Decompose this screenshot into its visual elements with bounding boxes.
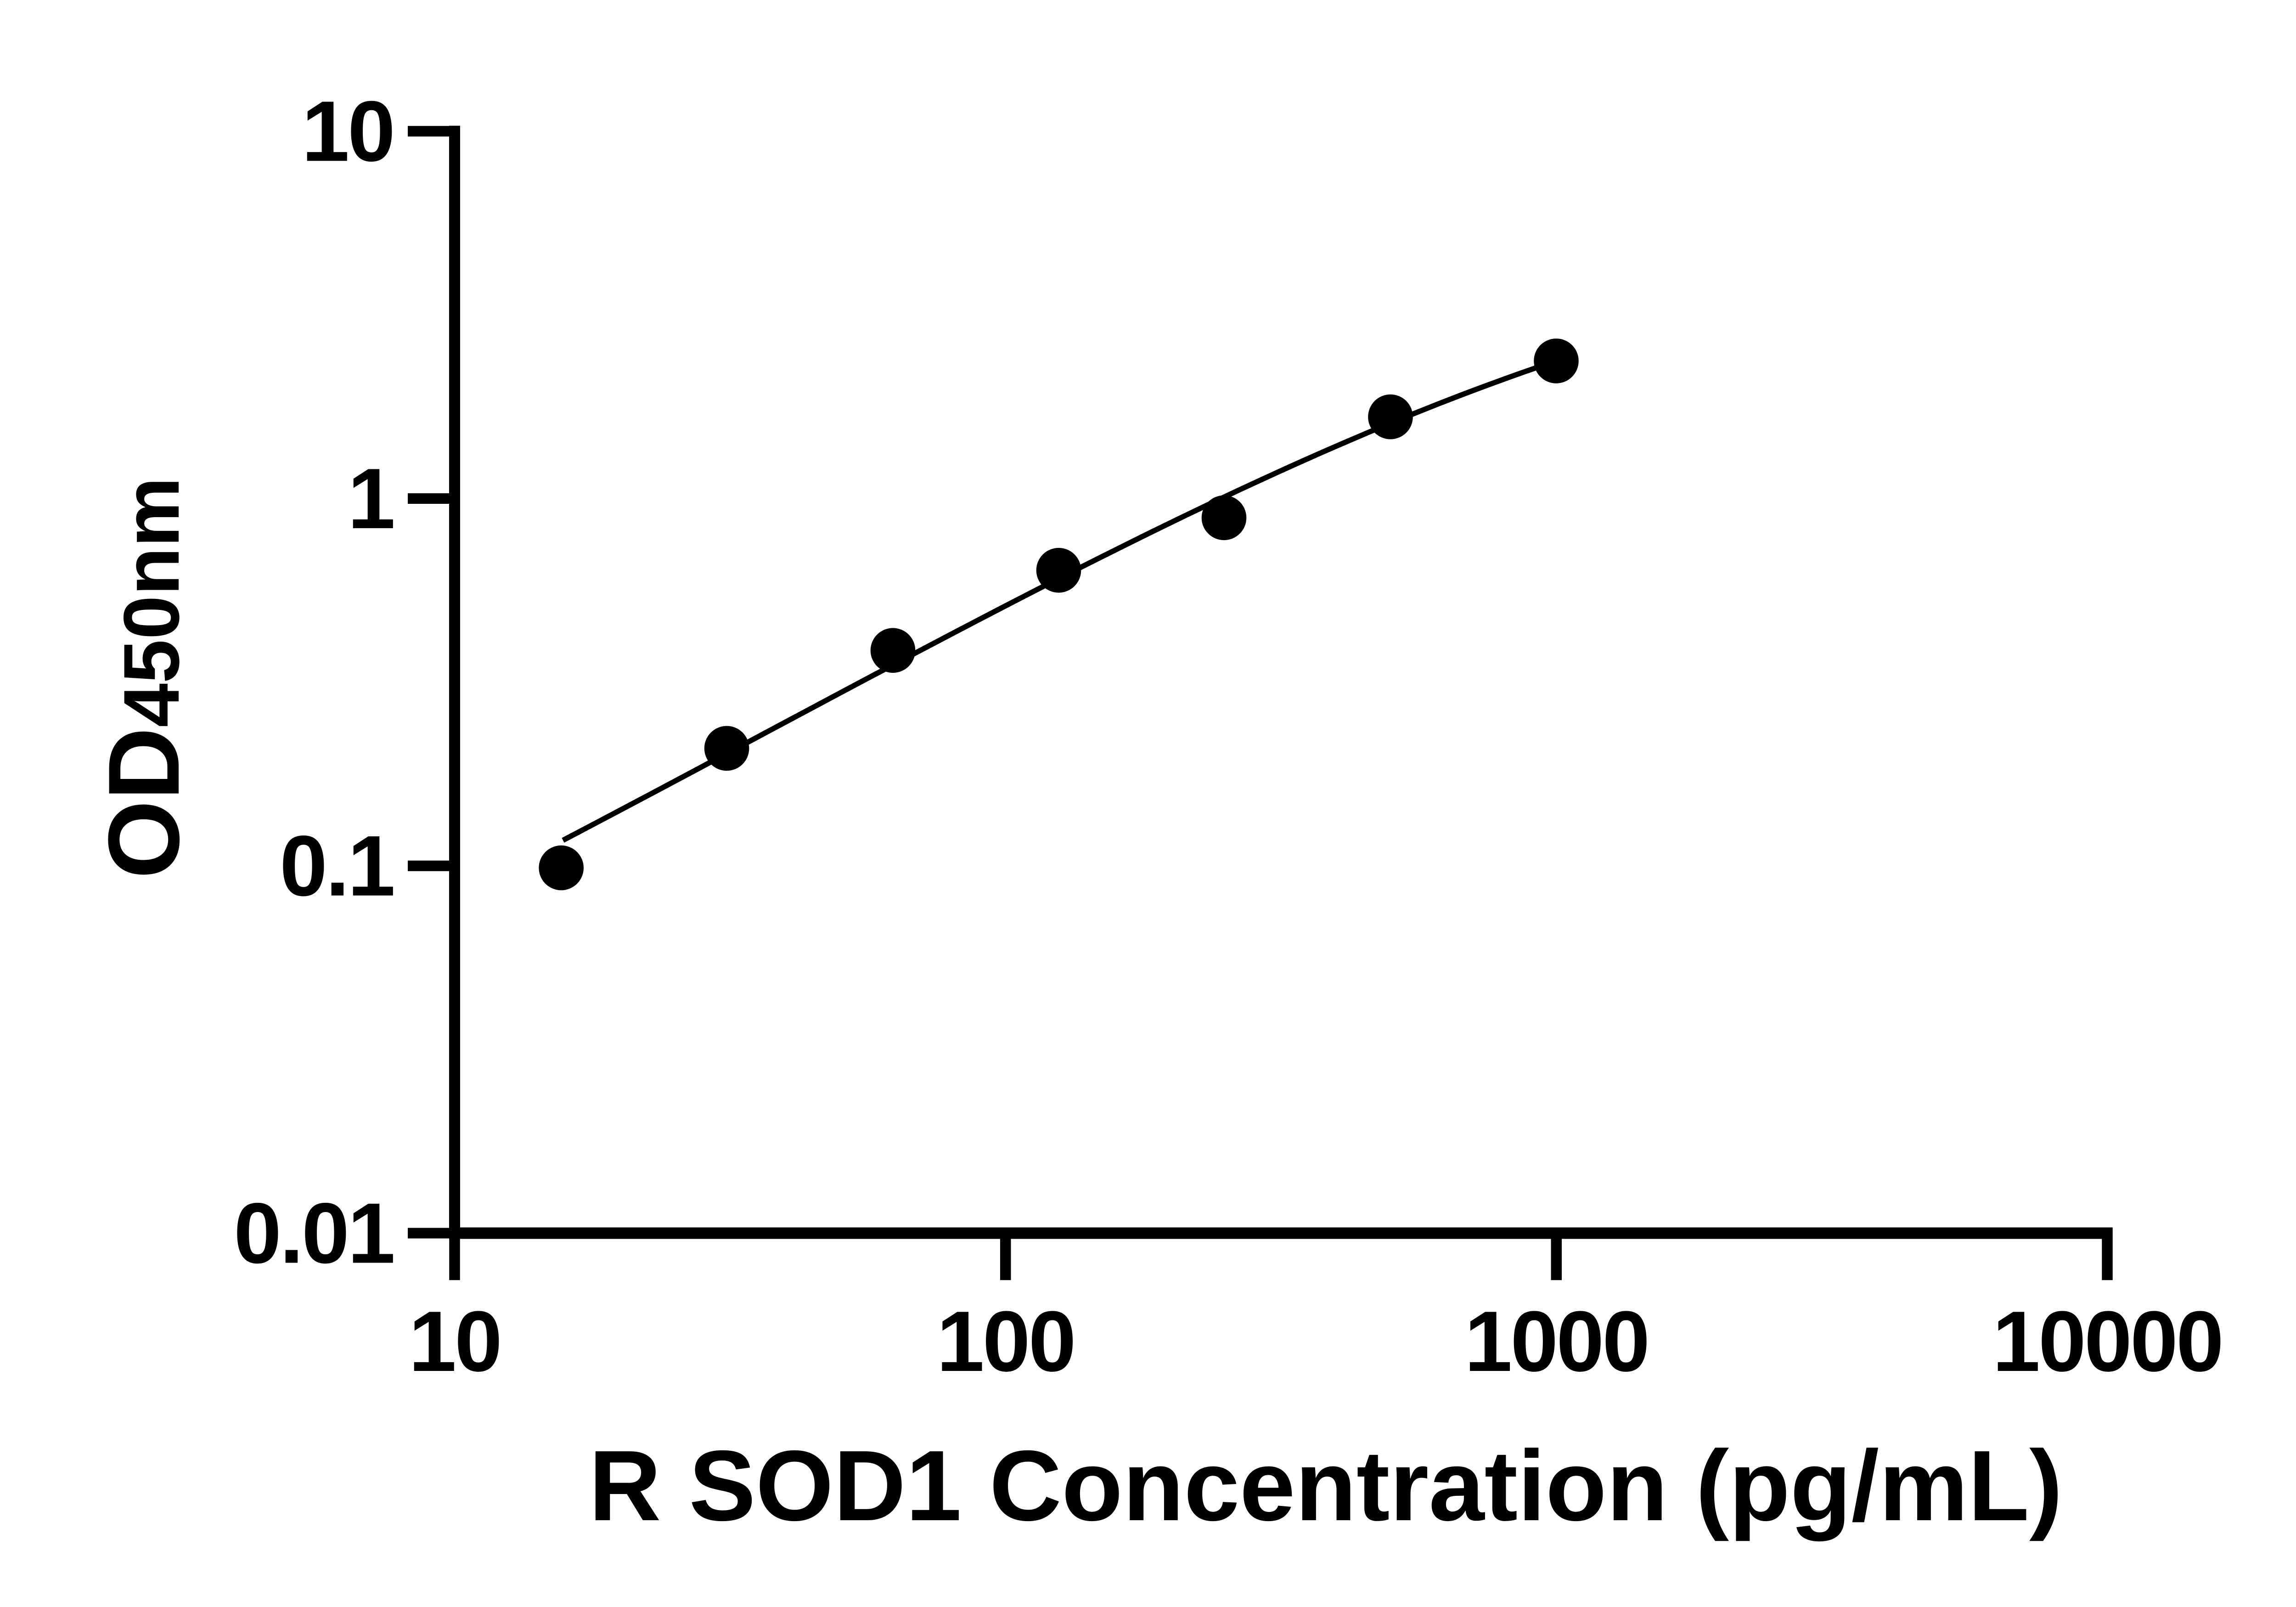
- svg-text:R SOD1 Concentration (pg/mL): R SOD1 Concentration (pg/mL): [589, 1430, 2062, 1542]
- svg-text:OD450nm: OD450nm: [87, 477, 200, 879]
- svg-text:10: 10: [409, 1293, 501, 1389]
- svg-text:10000: 10000: [1992, 1293, 2222, 1389]
- svg-text:0.1: 0.1: [280, 818, 394, 914]
- svg-text:100: 100: [937, 1293, 1075, 1389]
- svg-text:1: 1: [348, 451, 394, 547]
- svg-text:10: 10: [302, 83, 394, 179]
- svg-text:0.01: 0.01: [234, 1185, 394, 1281]
- svg-text:1000: 1000: [1464, 1293, 1648, 1389]
